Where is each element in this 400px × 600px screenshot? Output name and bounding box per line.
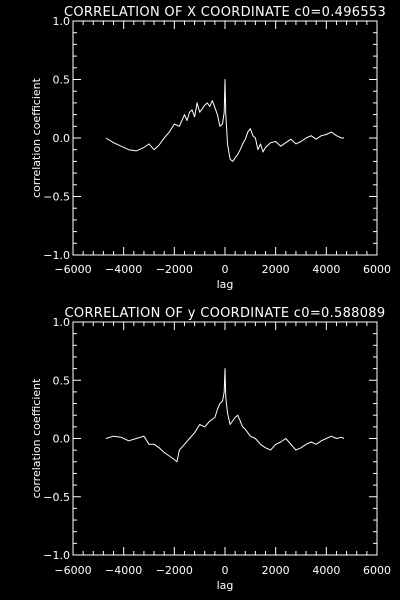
y-tick-label: −1.0 (43, 549, 70, 562)
x-tick-label: −2000 (156, 564, 193, 577)
series-line-1 (105, 79, 345, 162)
y-axis-label: correlation coefficient (30, 378, 43, 499)
x-tick-label: 6000 (363, 564, 391, 577)
x-axis-label: lag (217, 278, 234, 291)
chart-title: CORRELATION OF y COORDINATE c0=0.588089 (65, 306, 386, 321)
x-tick-label: −6000 (54, 263, 91, 276)
y-tick-label: 0.0 (53, 433, 71, 446)
plot-frame (72, 321, 378, 556)
x-tick-label: 2000 (262, 564, 290, 577)
x-tick-label: 4000 (312, 263, 340, 276)
chart-title: CORRELATION OF X COORDINATE c0=0.496553 (64, 5, 386, 20)
y-axis-label: correlation coefficient (30, 77, 43, 198)
y-tick-label: 0.5 (53, 374, 71, 387)
y-tick-label: 0.0 (53, 132, 71, 145)
y-tick-label: −0.5 (43, 491, 70, 504)
x-tick-label: −4000 (105, 564, 142, 577)
x-axis-label: lag (217, 579, 234, 592)
y-tick-label: 0.5 (53, 74, 71, 87)
plot-frame (72, 20, 378, 256)
chart-panel-1: CORRELATION OF X COORDINATE c0=0.496553 −… (30, 5, 391, 291)
y-tick-label: 1.0 (53, 15, 71, 28)
x-tick-label: 6000 (363, 263, 391, 276)
x-tick-label: −6000 (54, 564, 91, 577)
x-tick-label: −4000 (105, 263, 142, 276)
x-tick-label: −2000 (156, 263, 193, 276)
x-tick-label: 2000 (262, 263, 290, 276)
chart-panel-2: CORRELATION OF y COORDINATE c0=0.588089 −… (30, 306, 391, 592)
x-tick-label: 0 (222, 263, 229, 276)
y-tick-label: −0.5 (43, 191, 70, 204)
y-tick-label: −1.0 (43, 249, 70, 262)
x-tick-label: 4000 (312, 564, 340, 577)
y-tick-label: 1.0 (53, 316, 71, 329)
x-tick-label: 0 (222, 564, 229, 577)
series-line-1 (105, 368, 345, 463)
